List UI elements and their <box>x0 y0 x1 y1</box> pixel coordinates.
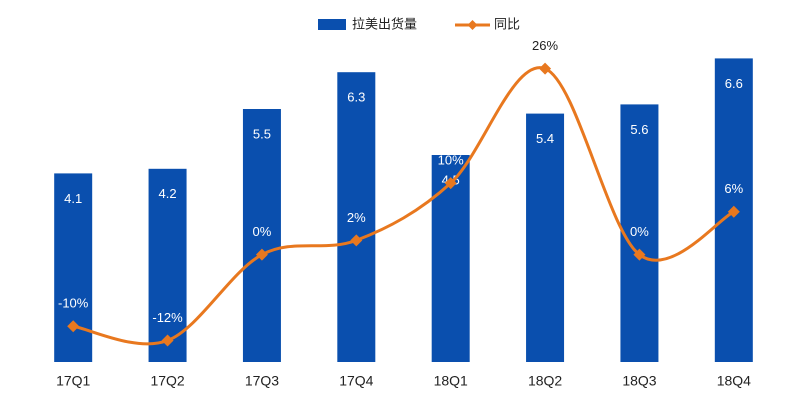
x-tick-label: 18Q2 <box>528 373 562 389</box>
data-label: 6.3 <box>347 90 365 105</box>
data-label: 5.4 <box>536 131 554 146</box>
data-label: 0% <box>630 224 649 239</box>
x-tick-label: 17Q4 <box>339 373 373 389</box>
x-tick-label: 17Q3 <box>245 373 279 389</box>
data-label: 5.6 <box>630 122 648 137</box>
line-marker <box>727 205 740 218</box>
bar <box>526 113 565 362</box>
line-marker <box>444 177 457 190</box>
data-label: 5.5 <box>253 126 271 141</box>
legend-label: 同比 <box>494 16 520 31</box>
data-label: 4.2 <box>159 186 177 201</box>
line-marker <box>350 234 363 247</box>
data-label: 2% <box>347 210 366 225</box>
data-label: 10% <box>438 153 464 168</box>
line-marker <box>633 248 646 261</box>
x-tick-label: 17Q2 <box>150 373 184 389</box>
bar <box>148 168 187 362</box>
x-tick-label: 18Q3 <box>622 373 656 389</box>
data-label: 4.1 <box>64 191 82 206</box>
line-marker <box>539 62 552 75</box>
line <box>72 66 735 346</box>
data-label: -12% <box>152 310 183 325</box>
bar <box>242 109 281 362</box>
data-label: 26% <box>532 38 558 53</box>
legend-swatch <box>467 20 478 30</box>
data-label: 6% <box>724 181 743 196</box>
data-label: 6.6 <box>725 76 743 91</box>
x-tick-label: 18Q4 <box>717 373 751 389</box>
bar <box>620 104 659 363</box>
legend-swatch <box>318 19 346 30</box>
line-marker <box>67 320 80 333</box>
x-tick-label: 17Q1 <box>56 373 90 389</box>
x-tick-label: 18Q1 <box>434 373 468 389</box>
line-marker <box>255 248 268 261</box>
bar <box>337 72 376 362</box>
data-label: 0% <box>253 224 272 239</box>
line-marker <box>161 334 174 347</box>
data-label: -10% <box>58 296 89 311</box>
bar <box>431 155 470 362</box>
legend-label: 拉美出货量 <box>352 16 417 31</box>
